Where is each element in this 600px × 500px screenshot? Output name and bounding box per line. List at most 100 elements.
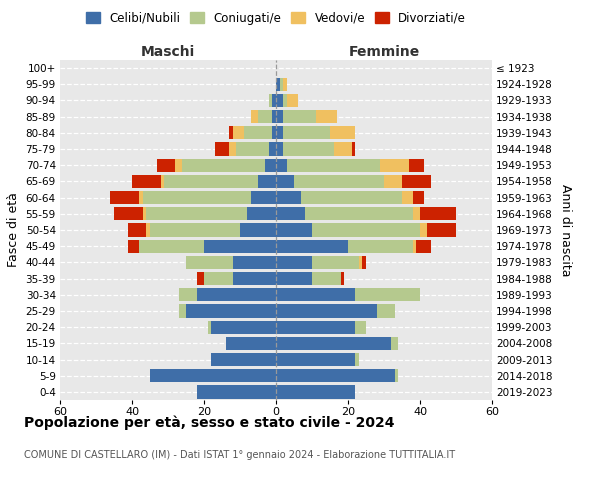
Bar (380, 158, 409, 172)
Bar (226, 336, 276, 350)
Bar (128, 240, 139, 253)
Bar (283, 94, 287, 107)
Bar (229, 126, 233, 140)
Bar (233, 126, 244, 140)
Bar (276, 386, 355, 398)
Bar (114, 207, 143, 220)
Bar (164, 175, 258, 188)
Bar (143, 191, 251, 204)
Bar (276, 175, 294, 188)
Bar (276, 336, 391, 350)
Bar (280, 78, 283, 91)
Bar (186, 256, 233, 269)
Bar (287, 158, 380, 172)
Bar (208, 320, 211, 334)
Bar (157, 158, 175, 172)
Bar (240, 224, 276, 236)
Bar (355, 320, 366, 334)
Bar (409, 158, 424, 172)
Bar (269, 94, 272, 107)
Bar (276, 110, 283, 124)
Bar (265, 158, 276, 172)
Bar (139, 240, 204, 253)
Bar (413, 207, 420, 220)
Bar (294, 175, 384, 188)
Bar (305, 207, 413, 220)
Bar (128, 224, 146, 236)
Bar (377, 304, 395, 318)
Bar (244, 126, 272, 140)
Bar (110, 191, 139, 204)
Bar (143, 207, 146, 220)
Bar (334, 142, 352, 156)
Bar (420, 207, 456, 220)
Bar (352, 142, 355, 156)
Bar (146, 207, 247, 220)
Bar (276, 272, 312, 285)
Bar (204, 272, 233, 285)
Bar (402, 191, 413, 204)
Bar (413, 191, 424, 204)
Bar (301, 191, 402, 204)
Bar (287, 94, 298, 107)
Bar (312, 272, 341, 285)
Bar (215, 142, 229, 156)
Bar (283, 126, 330, 140)
Bar (247, 207, 276, 220)
Bar (146, 224, 150, 236)
Bar (179, 304, 186, 318)
Bar (276, 304, 377, 318)
Bar (416, 240, 431, 253)
Bar (276, 78, 280, 91)
Bar (139, 191, 143, 204)
Bar (283, 78, 287, 91)
Bar (413, 240, 416, 253)
Bar (384, 175, 402, 188)
Y-axis label: Fasce di età: Fasce di età (7, 192, 20, 268)
Bar (272, 94, 276, 107)
Bar (150, 224, 240, 236)
Text: Popolazione per età, sesso e stato civile - 2024: Popolazione per età, sesso e stato civil… (24, 415, 395, 430)
Bar (269, 142, 276, 156)
Bar (211, 353, 276, 366)
Bar (236, 142, 269, 156)
Bar (312, 256, 359, 269)
Bar (251, 191, 276, 204)
Bar (402, 175, 431, 188)
Bar (348, 240, 413, 253)
Bar (132, 175, 161, 188)
Bar (276, 126, 283, 140)
Bar (283, 110, 316, 124)
Bar (316, 110, 337, 124)
Bar (283, 142, 334, 156)
Bar (276, 224, 312, 236)
Bar (341, 272, 344, 285)
Y-axis label: Anni di nascita: Anni di nascita (559, 184, 572, 276)
Bar (211, 320, 276, 334)
Bar (233, 256, 276, 269)
Bar (229, 142, 236, 156)
Bar (197, 386, 276, 398)
Bar (197, 288, 276, 302)
Bar (427, 224, 456, 236)
Bar (276, 94, 283, 107)
Bar (182, 158, 265, 172)
Text: COMUNE DI CASTELLARO (IM) - Dati ISTAT 1° gennaio 2024 - Elaborazione TUTTITALIA: COMUNE DI CASTELLARO (IM) - Dati ISTAT 1… (24, 450, 455, 460)
Bar (161, 175, 164, 188)
Bar (276, 240, 348, 253)
Bar (362, 256, 366, 269)
Bar (150, 369, 276, 382)
Text: Femmine: Femmine (349, 45, 419, 59)
Bar (391, 336, 398, 350)
Bar (330, 126, 355, 140)
Bar (395, 369, 398, 382)
Bar (276, 369, 395, 382)
Bar (276, 353, 355, 366)
Bar (276, 158, 287, 172)
Bar (186, 304, 276, 318)
Bar (312, 224, 420, 236)
Bar (258, 175, 276, 188)
Bar (359, 256, 362, 269)
Bar (272, 110, 276, 124)
Bar (251, 110, 258, 124)
